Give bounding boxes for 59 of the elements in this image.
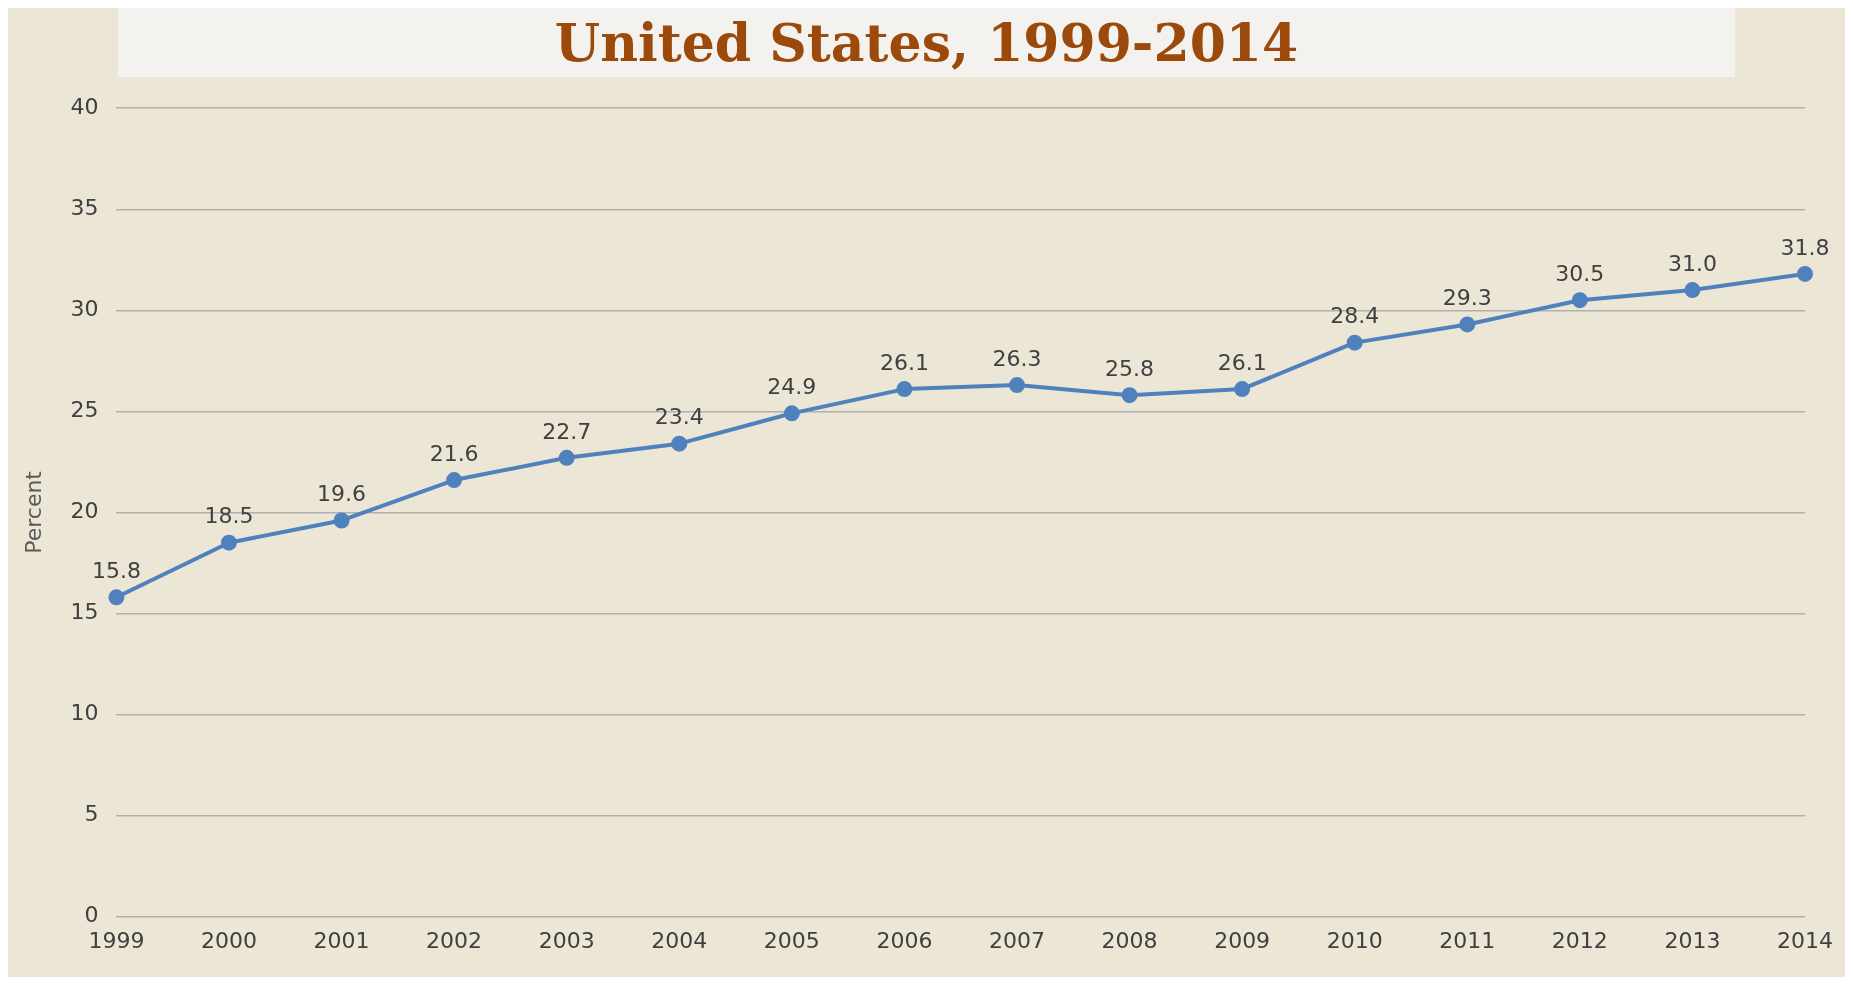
x-tick-label: 2010 xyxy=(1326,927,1383,953)
x-tick-label: 2011 xyxy=(1439,927,1496,953)
data-label: 15.8 xyxy=(91,558,141,583)
point xyxy=(220,534,237,551)
data-label: 28.4 xyxy=(1330,303,1380,329)
point xyxy=(446,472,463,489)
point xyxy=(558,449,575,466)
data-label: 18.5 xyxy=(204,503,254,529)
x-tick-label: 2008 xyxy=(1101,927,1158,953)
point xyxy=(1234,381,1251,398)
data-label: 25.8 xyxy=(1105,355,1155,381)
point xyxy=(333,512,350,529)
x-tick-label: 1999 xyxy=(88,927,145,953)
x-tick-label: 2014 xyxy=(1777,927,1833,953)
x-tick-label: 2013 xyxy=(1664,927,1721,953)
y-axis-title: Percent xyxy=(20,470,46,554)
data-label: 31.0 xyxy=(1667,250,1717,276)
x-tick-label: 2009 xyxy=(1214,927,1271,953)
point xyxy=(671,435,688,452)
point xyxy=(1459,316,1476,333)
data-label: 19.6 xyxy=(317,481,367,507)
y-tick-label: 25 xyxy=(70,397,99,423)
point xyxy=(1008,377,1025,394)
x-tick-label: 2002 xyxy=(426,927,483,953)
chart-title: United States, 1999-2014 xyxy=(118,8,1735,77)
point xyxy=(1346,334,1363,351)
x-tick-label: 2001 xyxy=(313,927,370,953)
data-label: 23.4 xyxy=(654,404,704,430)
point xyxy=(1121,387,1138,404)
y-tick-label: 0 xyxy=(84,902,99,928)
point xyxy=(783,405,800,422)
y-tick-label: 5 xyxy=(84,801,99,827)
x-tick-label: 2003 xyxy=(538,927,595,953)
x-tick-label: 2005 xyxy=(763,927,820,953)
point xyxy=(1797,265,1813,282)
data-label: 24.9 xyxy=(767,374,817,400)
data-label: 26.1 xyxy=(1217,349,1267,375)
data-label: 22.7 xyxy=(542,418,592,444)
point xyxy=(896,381,913,398)
y-tick-label: 15 xyxy=(70,599,99,625)
x-tick-label: 2012 xyxy=(1551,927,1608,953)
y-tick-label: 40 xyxy=(70,93,99,119)
x-tick-label: 2006 xyxy=(876,927,933,953)
x-tick-label: 2000 xyxy=(200,927,257,953)
point xyxy=(1684,282,1701,299)
point xyxy=(1571,292,1588,309)
x-tick-label: 2004 xyxy=(651,927,708,953)
y-tick-label: 10 xyxy=(70,700,99,726)
data-label: 30.5 xyxy=(1555,260,1605,286)
y-tick-label: 20 xyxy=(70,498,99,524)
data-label: 21.6 xyxy=(429,440,479,466)
data-label: 29.3 xyxy=(1442,285,1492,311)
point xyxy=(108,589,125,606)
y-tick-label: 30 xyxy=(70,296,99,322)
data-label: 31.8 xyxy=(1780,234,1830,260)
data-label: 26.3 xyxy=(992,345,1042,371)
x-tick-label: 2007 xyxy=(988,927,1045,953)
data-label: 26.1 xyxy=(879,349,929,375)
y-tick-label: 35 xyxy=(70,194,99,220)
